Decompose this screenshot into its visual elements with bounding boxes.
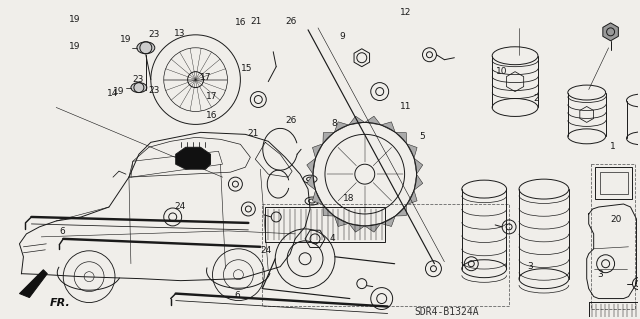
Text: SDR4-B1324A: SDR4-B1324A [415, 307, 479, 316]
Text: FR.: FR. [49, 298, 70, 308]
Ellipse shape [137, 42, 155, 54]
Text: 8: 8 [331, 119, 337, 128]
Text: 20: 20 [611, 215, 622, 224]
Polygon shape [323, 204, 334, 216]
Bar [589, 301, 640, 319]
Polygon shape [19, 270, 47, 298]
Polygon shape [406, 144, 417, 158]
Text: 16: 16 [235, 18, 246, 27]
Text: 4: 4 [330, 234, 335, 243]
Bar [591, 164, 636, 308]
Polygon shape [414, 174, 423, 190]
Bar [265, 207, 385, 242]
Polygon shape [307, 174, 316, 190]
Text: 5: 5 [419, 132, 425, 141]
Text: 24: 24 [174, 202, 186, 211]
Bar [262, 204, 509, 306]
Polygon shape [334, 216, 349, 226]
Text: 19: 19 [69, 41, 81, 50]
Polygon shape [365, 223, 381, 232]
Text: 23: 23 [132, 75, 144, 84]
Polygon shape [176, 147, 211, 169]
Text: 9: 9 [339, 32, 345, 41]
Bar [595, 167, 632, 199]
Text: 16: 16 [206, 111, 218, 120]
Polygon shape [334, 122, 349, 132]
Text: 21: 21 [248, 129, 259, 138]
Polygon shape [312, 190, 323, 204]
Text: 26: 26 [285, 17, 297, 26]
Text: 1: 1 [610, 142, 616, 151]
Text: 10: 10 [496, 67, 508, 76]
Text: 12: 12 [400, 8, 412, 17]
Polygon shape [312, 144, 323, 158]
Text: 19: 19 [113, 87, 125, 96]
Ellipse shape [131, 83, 147, 93]
Polygon shape [381, 216, 396, 226]
Polygon shape [603, 23, 618, 41]
Text: 17: 17 [200, 73, 211, 82]
Polygon shape [414, 158, 423, 174]
Text: 11: 11 [400, 102, 412, 111]
Polygon shape [323, 132, 334, 144]
Text: 2: 2 [534, 94, 540, 103]
Polygon shape [307, 158, 316, 174]
Text: 23: 23 [148, 86, 160, 95]
Bar [600, 172, 627, 194]
Text: 24: 24 [260, 246, 271, 255]
Text: 6: 6 [59, 227, 65, 236]
Text: 6: 6 [234, 291, 240, 300]
Text: 14: 14 [108, 89, 118, 98]
Polygon shape [406, 190, 417, 204]
Text: 19: 19 [120, 35, 132, 44]
Polygon shape [381, 122, 396, 132]
Text: 26: 26 [285, 116, 297, 125]
Polygon shape [396, 132, 406, 144]
Polygon shape [396, 204, 406, 216]
Text: 23: 23 [148, 30, 160, 39]
Text: 18: 18 [343, 194, 355, 203]
Text: 3: 3 [597, 270, 603, 279]
Text: 13: 13 [174, 29, 186, 38]
Text: 3: 3 [527, 262, 533, 271]
Text: 19: 19 [69, 15, 81, 24]
Text: 21: 21 [251, 17, 262, 26]
Polygon shape [349, 116, 365, 125]
Text: 17: 17 [206, 92, 218, 101]
Text: 15: 15 [241, 64, 253, 73]
Polygon shape [349, 223, 365, 232]
Polygon shape [365, 116, 381, 125]
